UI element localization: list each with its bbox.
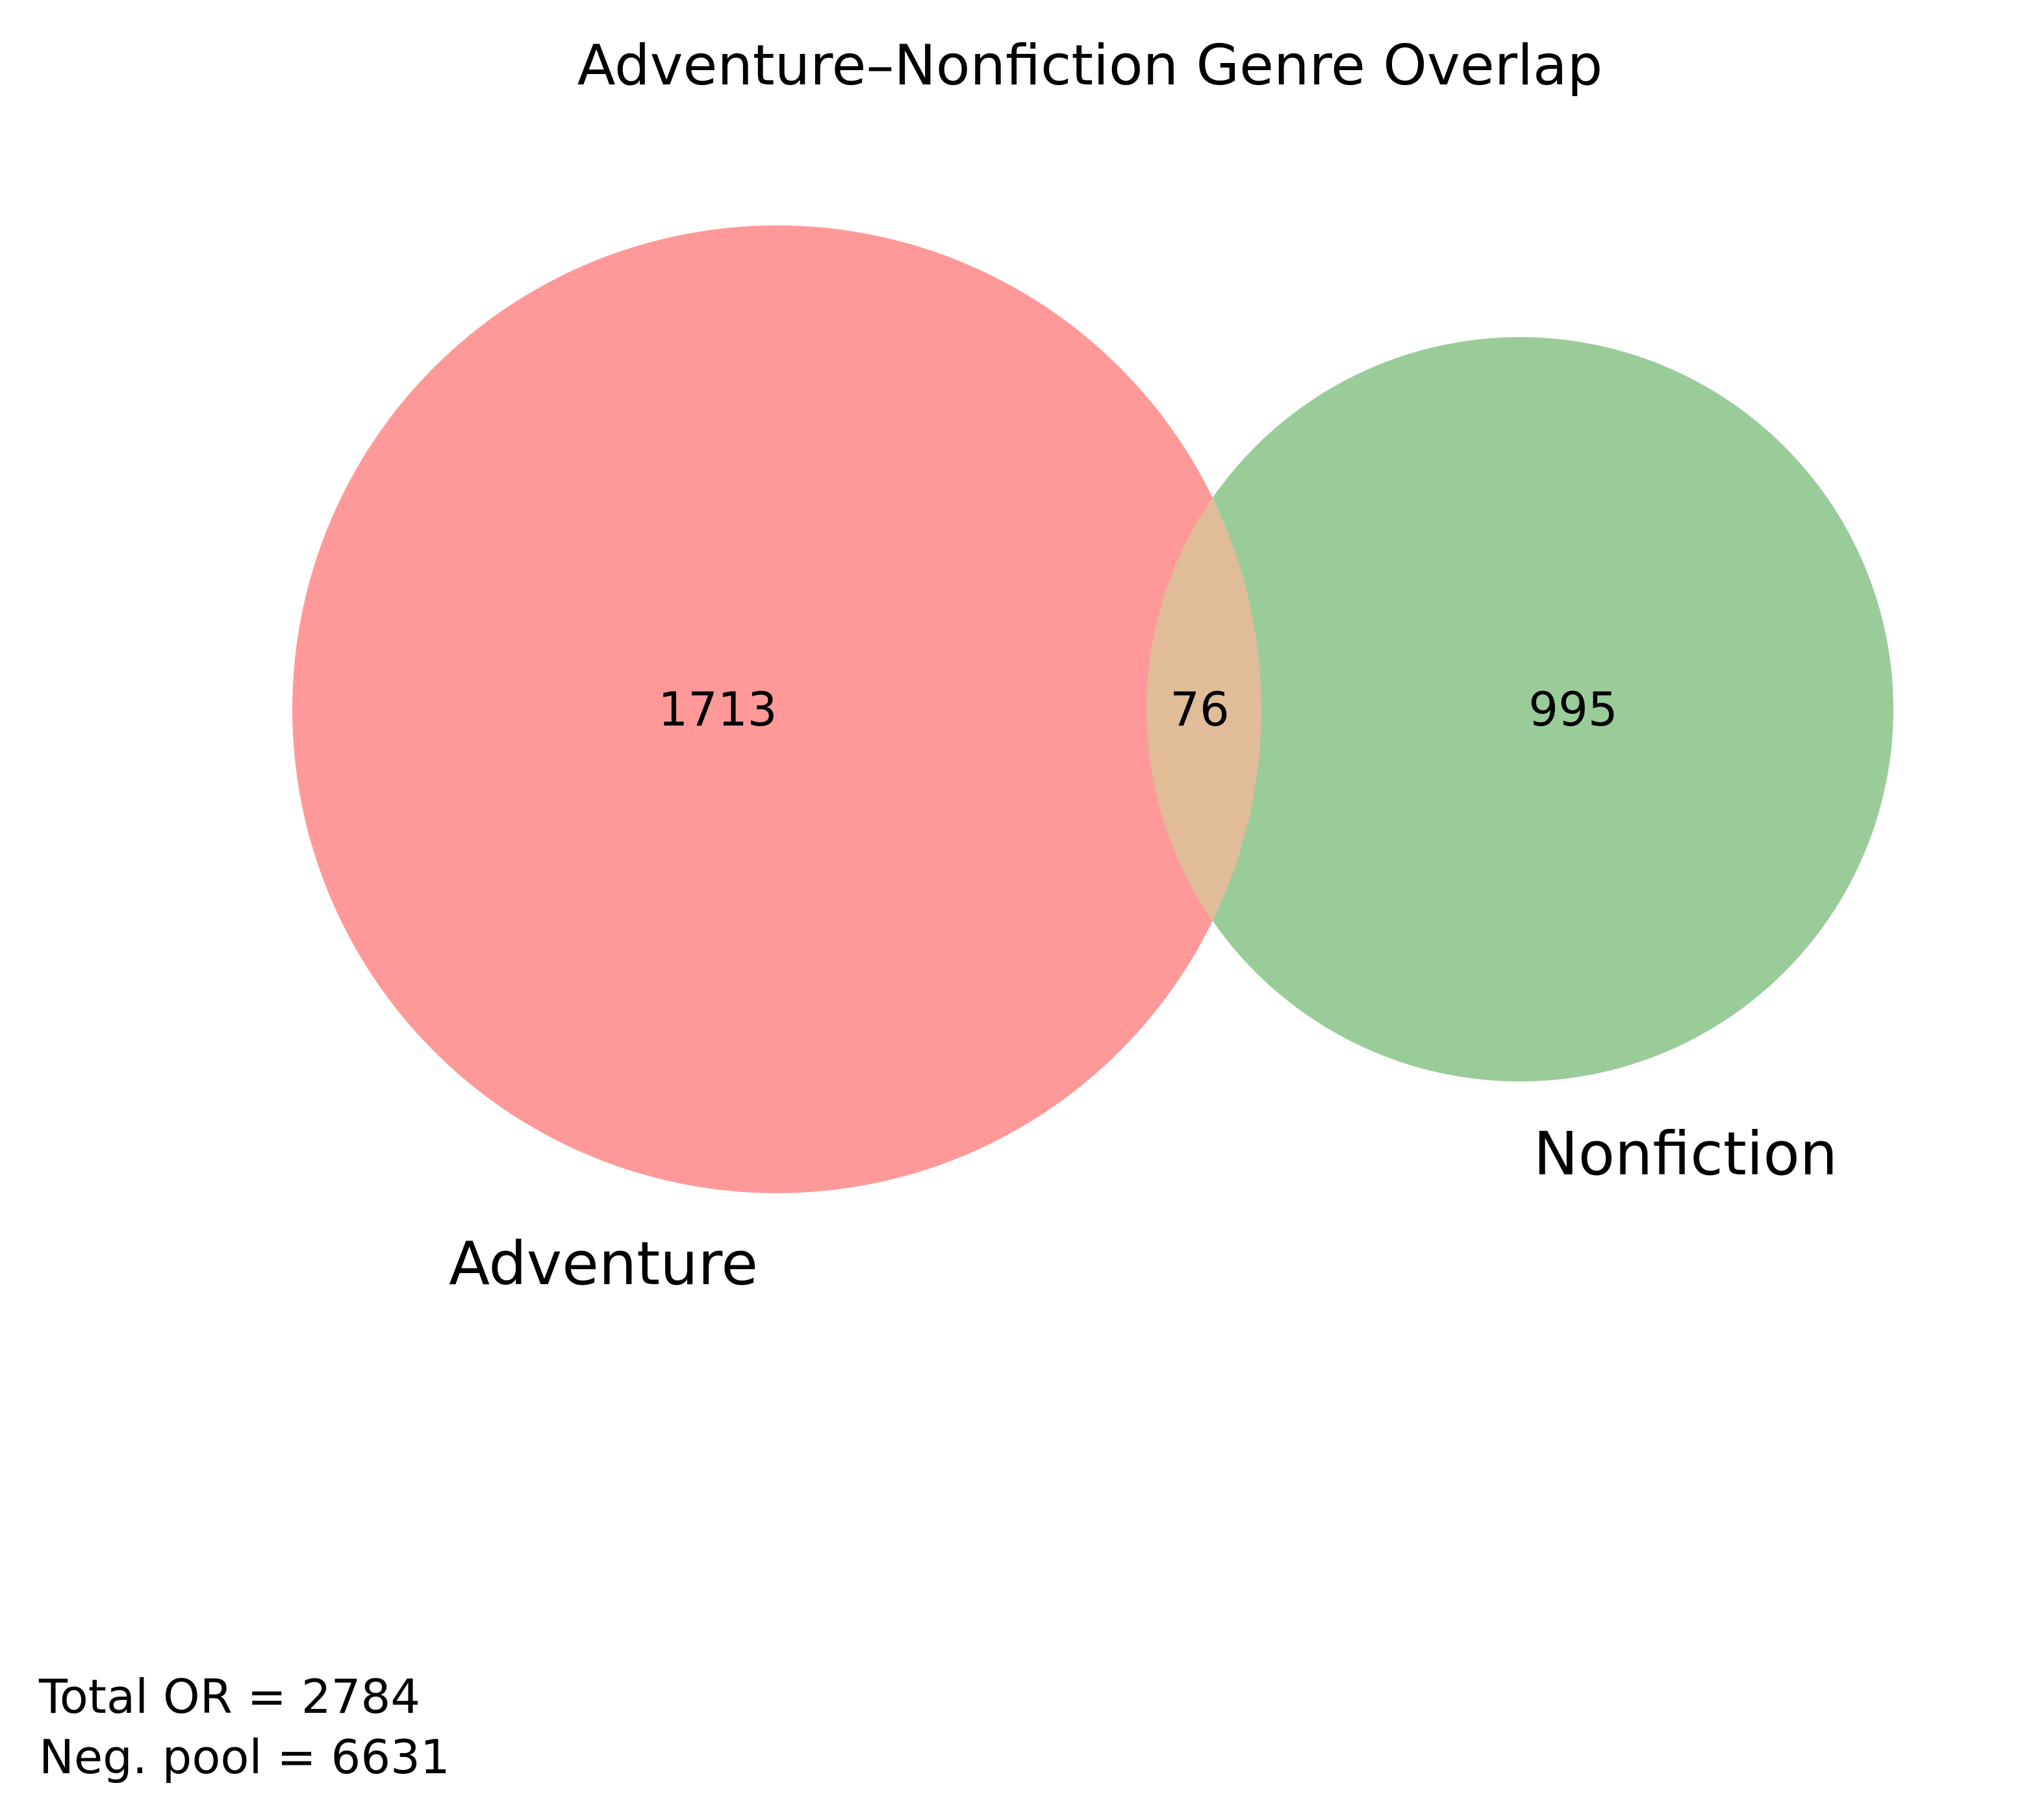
chart-title: Adventure–Nonfiction Genre Overlap <box>577 33 1603 98</box>
nonfiction-set-label: Nonfiction <box>1534 1119 1838 1189</box>
adventure-only-count: 1713 <box>658 682 777 737</box>
neg-pool-text: Neg. pool = 6631 <box>39 1730 450 1784</box>
total-or-text: Total OR = 2784 <box>38 1669 420 1724</box>
nonfiction-only-count: 995 <box>1528 682 1617 737</box>
nonfiction-circle <box>1146 337 1893 1081</box>
adventure-set-label: Adventure <box>449 1229 758 1298</box>
adventure-circle <box>292 225 1261 1193</box>
intersection-count: 76 <box>1170 682 1230 737</box>
